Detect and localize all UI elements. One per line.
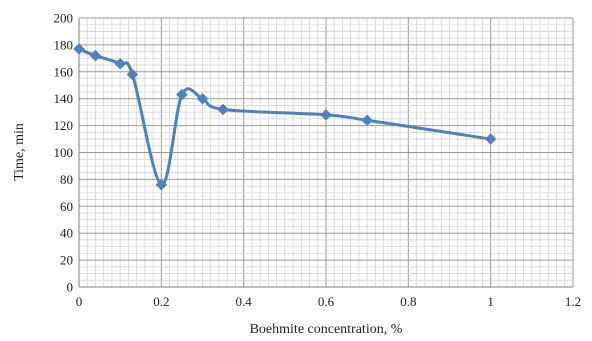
y-tick-label: 180 [54,37,74,52]
x-tick-label: 0.6 [318,294,335,309]
axes [78,18,573,288]
data-point [196,92,209,105]
y-tick-label: 40 [60,226,73,241]
grid [78,17,574,288]
y-tick-label: 80 [60,172,73,187]
y-axis-title: Time, min [12,123,27,181]
y-tick-label: 0 [67,280,74,295]
y-tick-label: 60 [60,199,73,214]
y-tick-label: 160 [54,64,74,79]
data-point [484,133,497,145]
x-tick-label: 1.2 [565,294,581,309]
y-tick-label: 20 [60,253,73,268]
y-tick-label: 200 [54,11,74,26]
data-point [361,114,374,127]
data-point [89,49,102,62]
x-tick-label: 0.2 [153,294,169,309]
x-tick-label: 1 [487,294,494,309]
y-tick-label: 100 [54,145,74,160]
series-markers [73,43,497,191]
data-point [114,57,127,70]
data-point [217,103,229,116]
x-axis-title: Boehmite concentration, % [250,322,403,337]
data-point [155,178,168,191]
x-tick-label: 0 [76,294,83,309]
data-point [126,68,139,81]
tick-labels: 0 20 40 60 80 100 120 140 160 180 200 0 0.2 0.4 0.6 0.8… [54,11,582,310]
y-tick-label: 140 [54,91,74,106]
data-point [73,43,85,55]
data-point [176,88,188,101]
x-tick-label: 0.4 [236,294,253,309]
x-tick-label: 0.8 [400,294,416,309]
data-point [320,108,332,121]
y-tick-label: 120 [54,118,74,133]
